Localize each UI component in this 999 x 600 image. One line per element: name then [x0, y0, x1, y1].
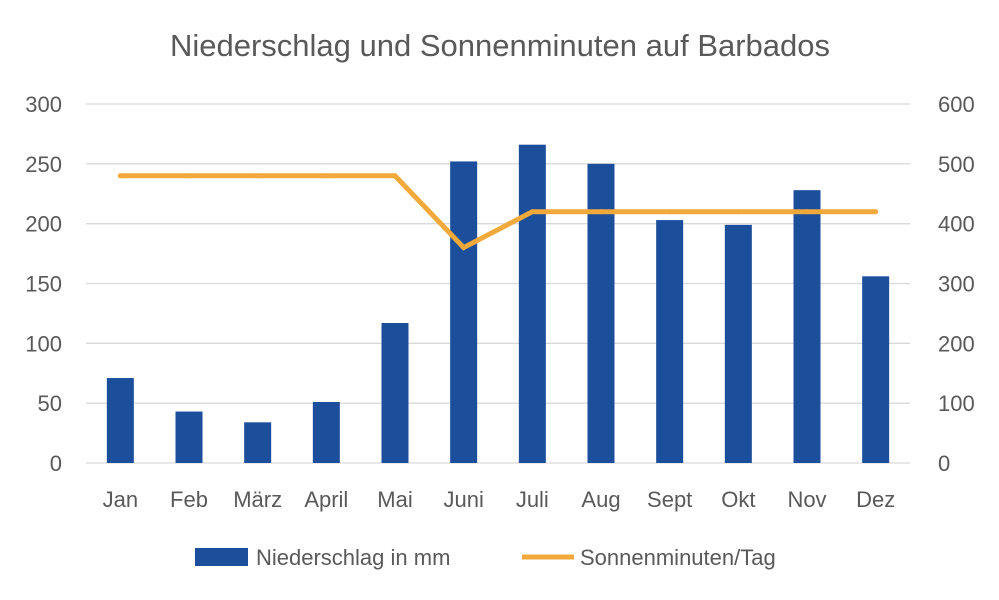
line-point: [255, 173, 261, 179]
left-tick-label: 0: [50, 451, 62, 476]
x-tick-label: Jan: [103, 487, 138, 512]
x-tick-label: Aug: [581, 487, 620, 512]
sonnenminuten-line: [120, 173, 876, 251]
legend-label-bar: Niederschlag in mm: [256, 545, 450, 570]
right-tick-label: 400: [938, 212, 975, 237]
line-series: [117, 173, 879, 251]
line-point: [529, 209, 535, 215]
legend-label-line: Sonnenminuten/Tag: [580, 545, 776, 570]
chart-title: Niederschlag und Sonnenminuten auf Barba…: [170, 28, 830, 63]
left-tick-label: 250: [25, 152, 62, 177]
bar: [106, 378, 134, 463]
line-point: [873, 209, 879, 215]
x-tick-label: Feb: [170, 487, 208, 512]
bar: [518, 144, 546, 464]
line-point: [804, 209, 810, 215]
right-axis-ticks: 0 100 200 300 400 500 600: [938, 92, 975, 476]
bar: [862, 276, 890, 463]
bar-series: [106, 144, 890, 464]
x-tick-label: Juli: [516, 487, 549, 512]
line-point: [735, 209, 741, 215]
bar: [450, 161, 478, 463]
legend: Niederschlag in mm Sonnenminuten/Tag: [195, 545, 776, 570]
right-tick-label: 200: [938, 331, 975, 356]
left-tick-label: 200: [25, 212, 62, 237]
bar: [175, 411, 203, 463]
right-tick-label: 600: [938, 92, 975, 117]
left-tick-label: 100: [25, 331, 62, 356]
x-tick-label: Juni: [443, 487, 483, 512]
line-point: [117, 173, 123, 179]
x-tick-label: Sept: [647, 487, 692, 512]
line-point: [323, 173, 329, 179]
legend-swatch-bar: [195, 548, 248, 566]
left-axis-ticks: 0 50 100 150 200 250 300: [25, 92, 62, 476]
left-tick-label: 50: [38, 391, 62, 416]
right-tick-label: 100: [938, 391, 975, 416]
x-tick-label: Okt: [721, 487, 755, 512]
line-point: [598, 209, 604, 215]
line-point: [667, 209, 673, 215]
right-tick-label: 300: [938, 272, 975, 297]
gridlines: [86, 103, 910, 464]
line-point: [461, 245, 467, 251]
bar: [724, 224, 752, 463]
line-point: [186, 173, 192, 179]
x-tick-label: Mai: [377, 487, 412, 512]
line-point: [392, 173, 398, 179]
bar: [656, 220, 684, 463]
x-tick-label: Nov: [787, 487, 826, 512]
bar: [587, 163, 615, 464]
x-tick-label: April: [304, 487, 348, 512]
left-tick-label: 300: [25, 92, 62, 117]
bar: [312, 401, 340, 463]
right-tick-label: 0: [938, 451, 950, 476]
left-tick-label: 150: [25, 272, 62, 297]
x-tick-label: März: [233, 487, 282, 512]
x-tick-label: Dez: [856, 487, 895, 512]
right-tick-label: 500: [938, 152, 975, 177]
bar: [381, 322, 409, 463]
x-axis-ticks: Jan Feb März April Mai Juni Juli Aug Sept Okt Nov D…: [103, 487, 896, 512]
bar: [793, 190, 821, 463]
bar: [244, 422, 272, 463]
